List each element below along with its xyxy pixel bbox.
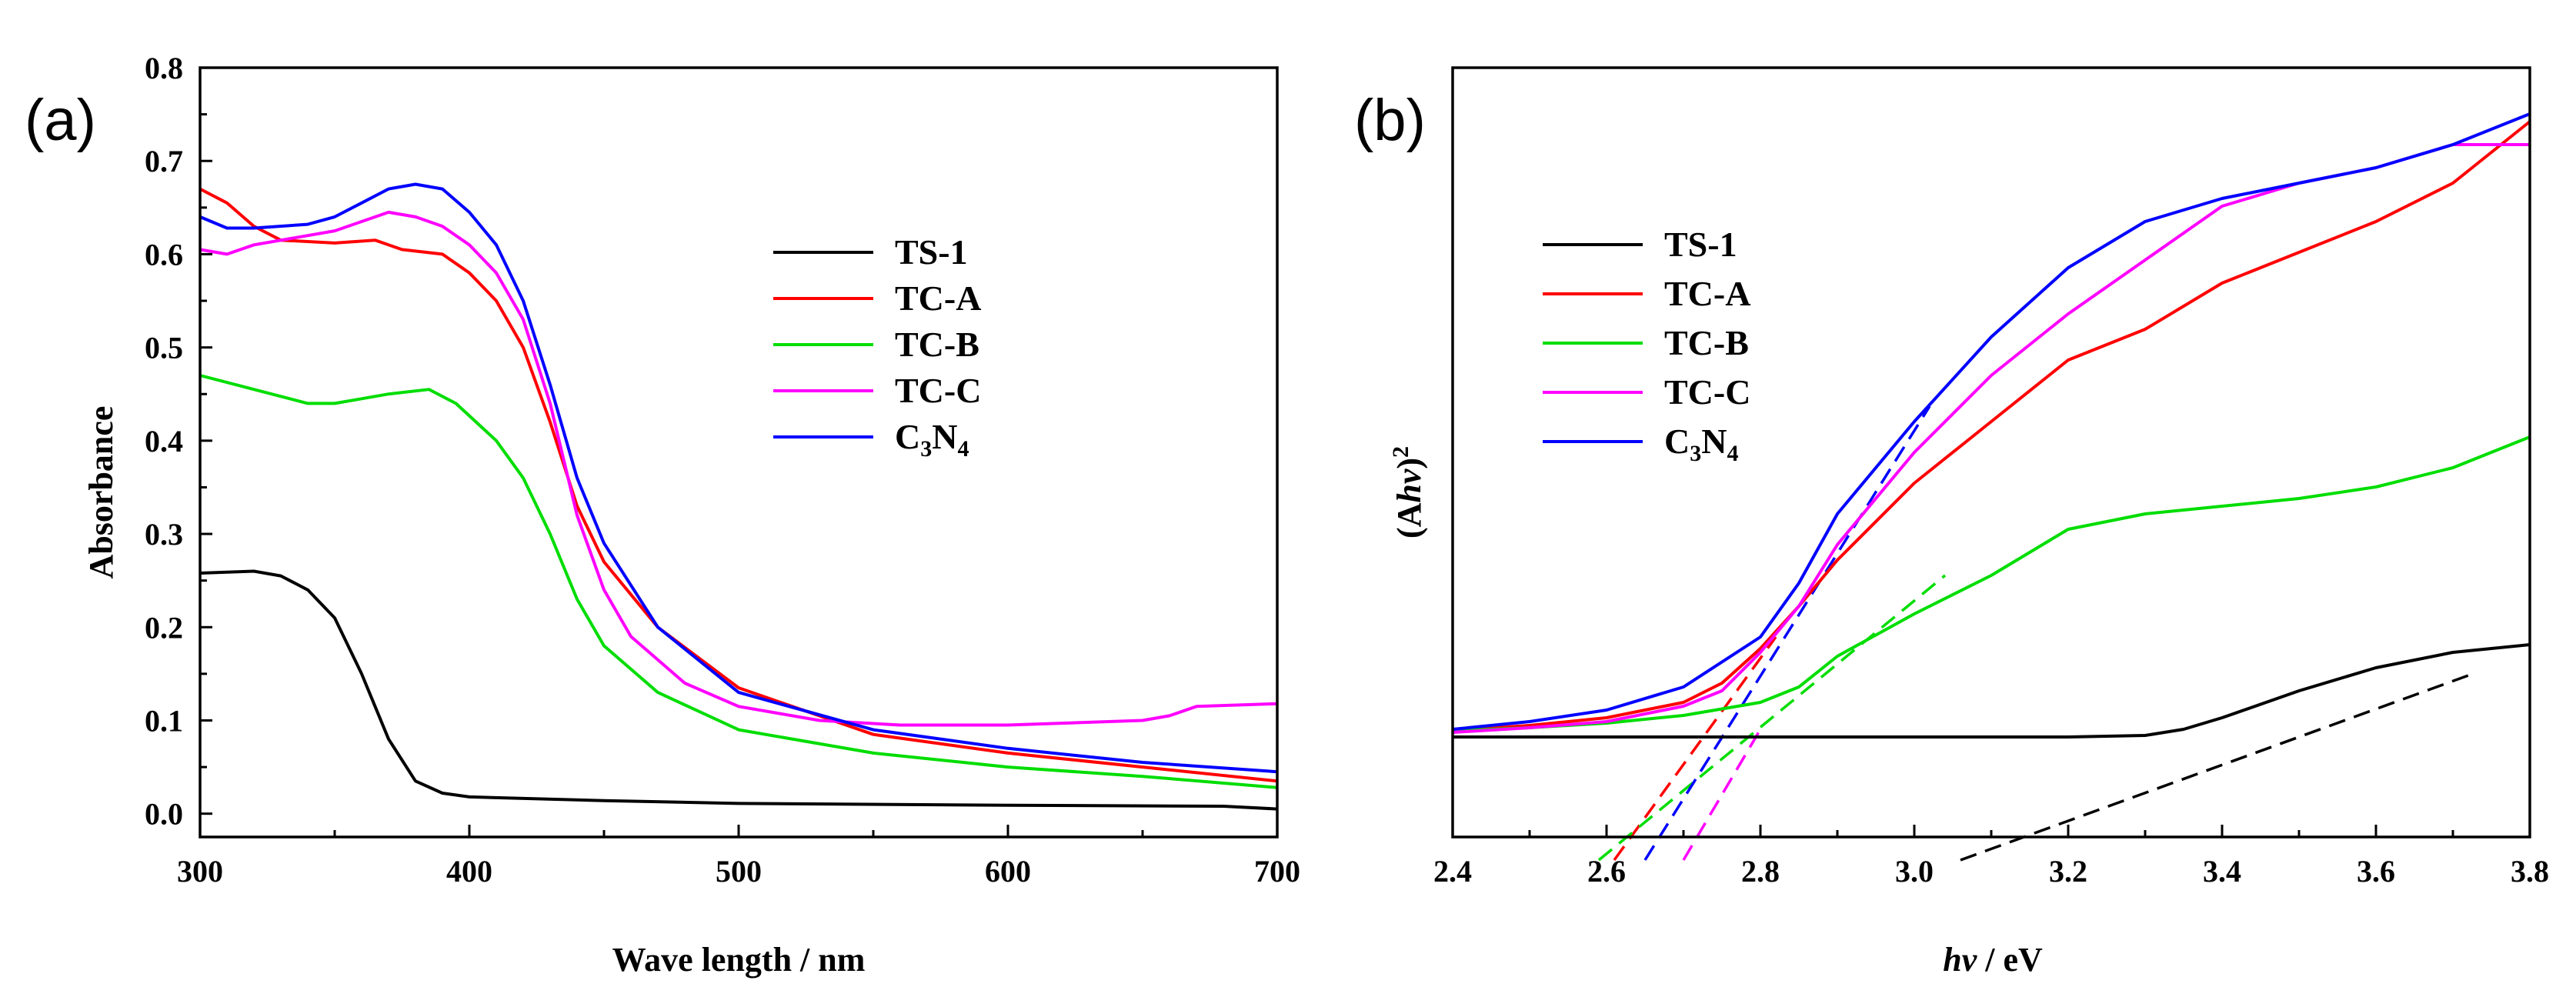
panel-a-x-tick-label: 600 [985,854,1031,889]
panel-b-x-axis-title: hv / eV [1943,941,2043,979]
panel-a-x-tick-label: 300 [177,854,223,889]
panel-b-series [1452,112,2531,739]
panel-b-series-ts-1 [1453,643,2531,739]
panel-b-y-axis-title-symbol: hv [1390,468,1428,502]
panel-a-x-ticks: 300 400 500 600 700 [177,825,1300,889]
panel-a: (a) 300 400 500 600 700 0.00.10.20.30.40.50.… [25,51,1300,979]
panel-b-legend: TS-1 TC-A TC-B TC-C C3N4 [1543,225,1750,466]
panel-b: (b) 2.4 2.6 2.8 3.0 3.2 3.4 3.6 3.8 hv / eV (Ah… [1354,66,2549,979]
panel-b-y-axis-title-open: (A [1390,502,1428,539]
panel-a-x-axis-title: Wave length / nm [612,941,866,979]
panel-a-legend-label-ts-1: TS-1 [895,232,968,272]
panel-b-x-tick-label: 3.4 [2203,854,2241,889]
panel-b-y-axis-title: (Ahv)2 [1388,446,1429,539]
panel-b-series-tc-b [1452,435,2531,732]
panel-b-legend-label-tc-b: TC-B [1664,323,1749,362]
panel-b-x-tick-label: 2.4 [1433,854,1472,889]
panel-a-series-tc-b [199,374,1278,789]
panel-a-series [199,182,1278,811]
panel-b-tangent-lines [1597,405,2469,862]
panel-b-x-axis-title-unit: / eV [1977,941,2043,979]
panel-b-x-tick-label: 3.2 [2049,854,2087,889]
panel-b-x-ticks: 2.4 2.6 2.8 3.0 3.2 3.4 3.6 3.8 [1433,825,2549,889]
panel-b-tangent-c3n4 [1643,405,1931,861]
panel-a-series-c3n4 [199,182,1278,774]
panel-b-series-c3n4 [1452,112,2531,731]
panel-a-legend-label-tc-b: TC-B [895,325,979,364]
panel-a-series-tc-c [199,210,1278,727]
panel-a-y-ticks: 0.0 0.1 0.2 0.3 0.4 0.5 0.6 0.7 0.8 [145,51,212,832]
panel-a-y-tick-label: 0.4 [145,424,183,458]
panel-a-y-tick-label: 0.2 [145,610,183,645]
panel-b-y-axis-title-close: ) [1390,458,1428,469]
panel-b-x-tick-label: 3.8 [2511,854,2549,889]
panel-a-legend-label-tc-a: TC-A [895,278,981,318]
panel-a-legend-label-tc-c: TC-C [895,371,981,410]
panel-b-legend-label-tc-a: TC-A [1664,274,1750,313]
panel-a-y-tick-label: 0.3 [145,517,183,552]
panel-b-x-tick-label: 2.8 [1741,854,1780,889]
panel-a-y-tick-label: 0.1 [145,703,183,738]
panel-b-label: (b) [1354,88,1426,153]
panel-b-x-tick-label: 2.6 [1587,854,1626,889]
panel-a-legend-label-c3n4: C3N4 [895,417,969,462]
panel-a-y-tick-label: 0.5 [145,331,183,365]
panel-b-legend-label-tc-c: TC-C [1664,372,1750,412]
panel-b-plot-frame [1451,66,2531,839]
panel-a-x-tick-label: 400 [446,854,492,889]
panel-a-legend: TS-1 TC-A TC-B TC-C C3N4 [773,232,981,462]
panel-a-x-tick-label: 500 [716,854,762,889]
panel-b-tangent-tc-b [1597,574,1947,862]
panel-b-legend-label-c3n4: C3N4 [1664,422,1738,466]
panel-b-y-axis-title-exponent: 2 [1388,446,1413,458]
panel-a-x-tick-label: 700 [1254,854,1300,889]
panel-a-y-tick-label: 0.8 [145,51,183,85]
panel-a-series-ts-1 [199,569,1278,811]
panel-b-series-tc-a [1452,120,2531,732]
panel-a-y-tick-label: 0.7 [145,144,183,178]
panel-b-series-tc-c [1452,143,2530,734]
panel-a-series-tc-a [199,187,1278,783]
panel-b-tangent-ts-1 [1960,674,2469,862]
panel-a-label: (a) [25,88,96,153]
panel-a-y-tick-label: 0.6 [145,237,183,272]
panel-b-x-axis-title-symbol: hv [1943,941,1977,979]
panel-b-tangent-tc-a [1613,635,1777,862]
panel-a-y-tick-label: 0.0 [145,797,183,832]
panel-b-x-tick-label: 3.6 [2357,854,2395,889]
panel-a-y-axis-title: Absorbance [82,406,120,579]
panel-b-legend-label-ts-1: TS-1 [1664,225,1737,264]
panel-a-plot-frame [199,66,1279,839]
panel-b-x-tick-label: 3.0 [1895,854,1934,889]
